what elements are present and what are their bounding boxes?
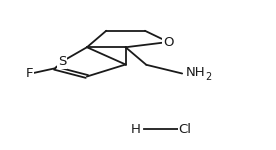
Text: F: F xyxy=(26,67,34,80)
Text: S: S xyxy=(58,55,66,68)
Text: Cl: Cl xyxy=(178,123,192,136)
Text: H: H xyxy=(130,123,140,136)
Text: O: O xyxy=(163,36,174,48)
Text: 2: 2 xyxy=(205,72,212,82)
Text: NH: NH xyxy=(185,66,205,79)
